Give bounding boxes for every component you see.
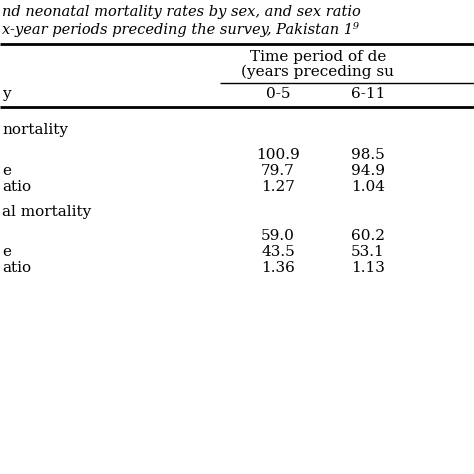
Text: 6-11: 6-11 [351, 87, 385, 101]
Text: 43.5: 43.5 [261, 245, 295, 259]
Text: 53.1: 53.1 [351, 245, 385, 259]
Text: Time period of de: Time period of de [250, 50, 386, 64]
Text: 1.04: 1.04 [351, 180, 385, 194]
Text: 79.7: 79.7 [261, 164, 295, 178]
Text: 59.0: 59.0 [261, 229, 295, 243]
Text: 100.9: 100.9 [256, 148, 300, 162]
Text: nortality: nortality [2, 123, 68, 137]
Text: y: y [2, 87, 10, 101]
Text: (years preceding su: (years preceding su [241, 65, 394, 79]
Text: e: e [2, 164, 11, 178]
Text: 1.27: 1.27 [261, 180, 295, 194]
Text: x-year periods preceding the survey, Pakistan 1⁹: x-year periods preceding the survey, Pak… [2, 22, 359, 37]
Text: nd neonatal mortality rates by sex, and sex ratio: nd neonatal mortality rates by sex, and … [2, 5, 361, 19]
Text: 98.5: 98.5 [351, 148, 385, 162]
Text: e: e [2, 245, 11, 259]
Text: 1.36: 1.36 [261, 261, 295, 275]
Text: 60.2: 60.2 [351, 229, 385, 243]
Text: al mortality: al mortality [2, 205, 91, 219]
Text: 1.13: 1.13 [351, 261, 385, 275]
Text: atio: atio [2, 180, 31, 194]
Text: 0-5: 0-5 [266, 87, 290, 101]
Text: atio: atio [2, 261, 31, 275]
Text: 94.9: 94.9 [351, 164, 385, 178]
